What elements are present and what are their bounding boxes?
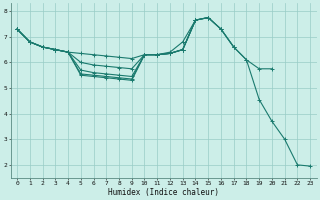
X-axis label: Humidex (Indice chaleur): Humidex (Indice chaleur)	[108, 188, 219, 197]
